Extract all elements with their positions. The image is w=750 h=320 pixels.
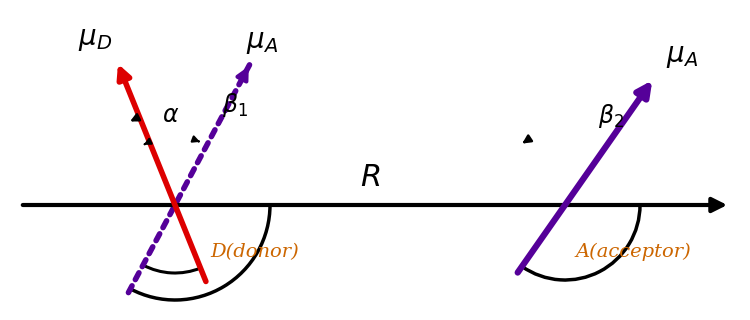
Text: $\beta_1$: $\beta_1$ [222, 91, 248, 119]
Text: $R$: $R$ [360, 162, 380, 193]
Text: $\boldsymbol{\mu_A}$: $\boldsymbol{\mu_A}$ [246, 29, 278, 56]
Text: D(donor): D(donor) [210, 243, 298, 261]
Text: A(acceptor): A(acceptor) [575, 243, 691, 261]
Text: $\alpha$: $\alpha$ [162, 104, 179, 127]
Text: $\boldsymbol{\mu_D}$: $\boldsymbol{\mu_D}$ [78, 26, 112, 53]
Text: $\boldsymbol{\mu_A}$: $\boldsymbol{\mu_A}$ [666, 43, 698, 70]
Text: $\beta_2$: $\beta_2$ [598, 102, 624, 130]
